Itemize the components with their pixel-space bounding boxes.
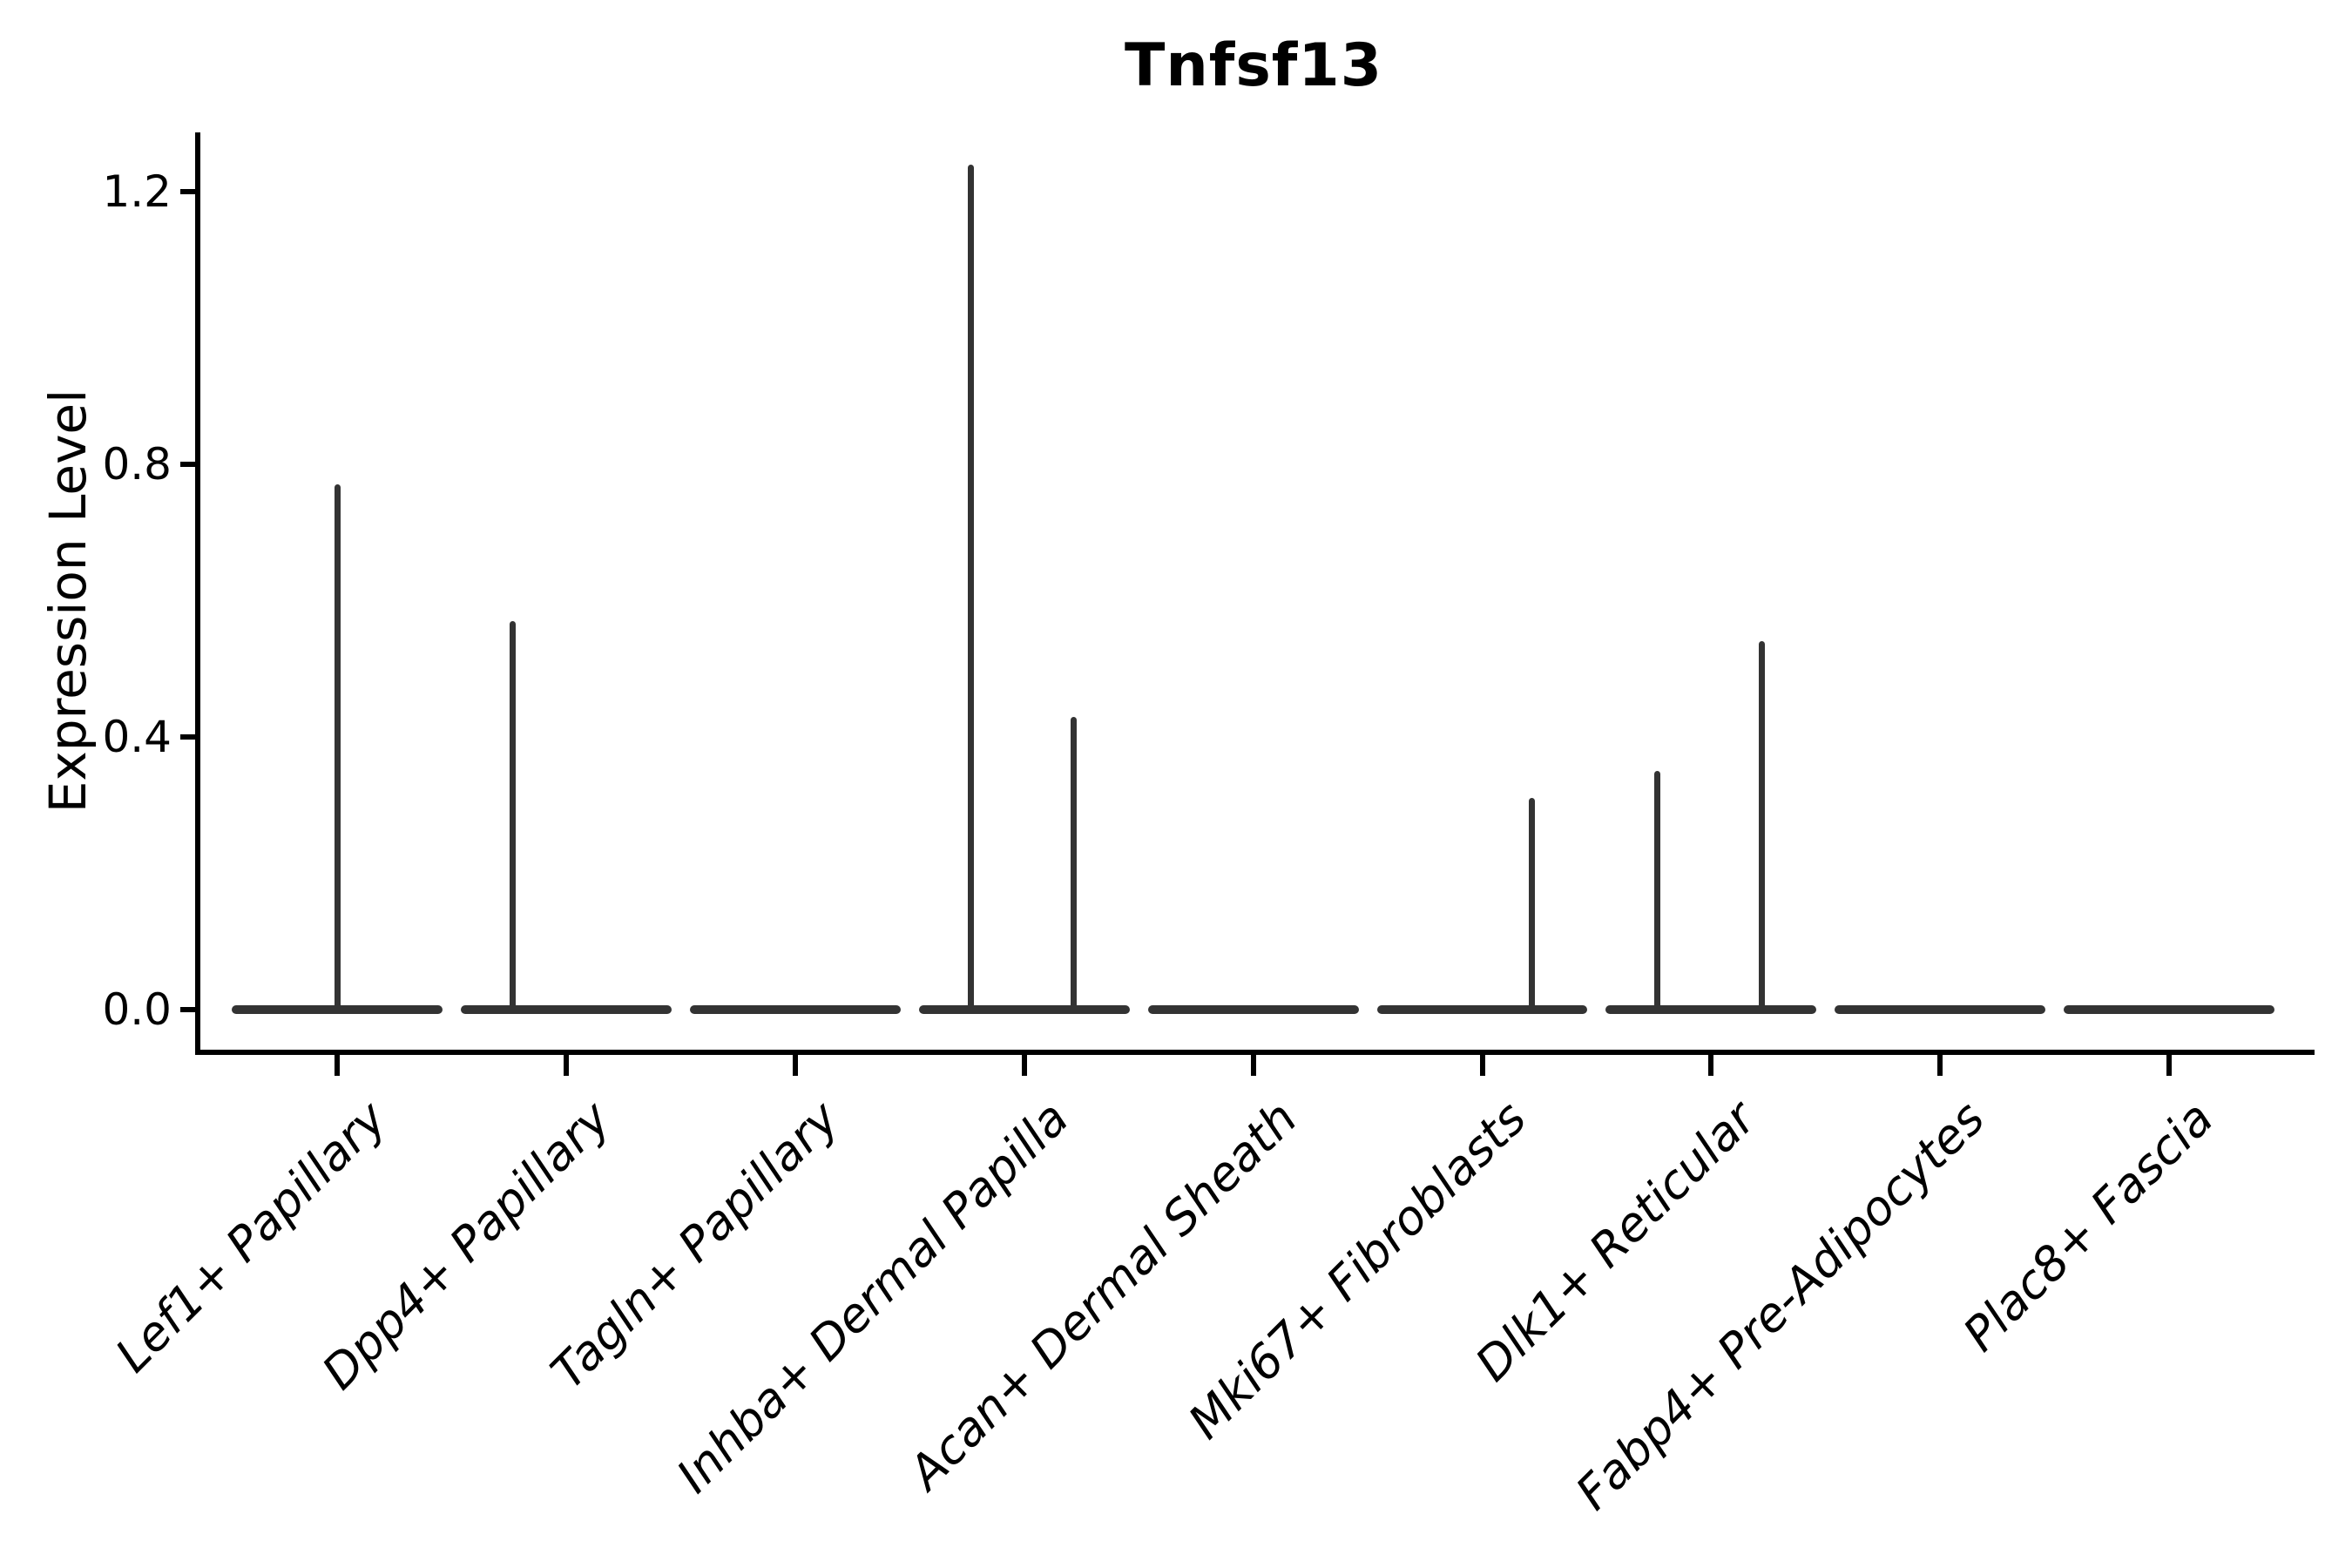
violin-spike bbox=[1759, 641, 1765, 1008]
violin-base bbox=[1376, 1005, 1588, 1014]
violin-base bbox=[232, 1005, 443, 1014]
x-tick-mark bbox=[2166, 1055, 2173, 1076]
x-tick-label: Fabp4+ Pre-Adipocytes bbox=[1565, 1091, 1995, 1521]
violin-base bbox=[1835, 1005, 2046, 1014]
violin-spike bbox=[334, 484, 341, 1008]
violin-base bbox=[1147, 1005, 1359, 1014]
y-tick-label: 0.4 bbox=[102, 712, 172, 762]
x-tick-label-anchor: Plac8+ Fascia bbox=[0, 1091, 2223, 1362]
y-tick-mark bbox=[180, 734, 198, 740]
violin-base bbox=[2064, 1005, 2275, 1014]
x-tick-mark bbox=[1021, 1055, 1027, 1076]
x-tick-mark bbox=[563, 1055, 569, 1076]
x-tick-mark bbox=[792, 1055, 798, 1076]
violin-base bbox=[1605, 1005, 1817, 1014]
y-tick-mark bbox=[180, 1007, 198, 1012]
x-axis-spine bbox=[195, 1050, 2315, 1055]
violin-spike bbox=[509, 620, 516, 1008]
y-axis-spine bbox=[195, 132, 200, 1055]
y-tick-mark bbox=[180, 189, 198, 194]
y-tick-label: 0.0 bbox=[102, 984, 172, 1035]
y-tick-label: 1.2 bbox=[102, 166, 172, 217]
x-tick-mark bbox=[1708, 1055, 1714, 1076]
y-tick-mark bbox=[180, 462, 198, 467]
x-tick-mark bbox=[1250, 1055, 1256, 1076]
x-tick-label: Acan+ Dermal Sheath bbox=[898, 1091, 1308, 1500]
violin-base bbox=[918, 1005, 1130, 1014]
violin-base bbox=[689, 1005, 901, 1014]
violin-spike bbox=[1653, 771, 1660, 1008]
violin-base bbox=[460, 1005, 672, 1014]
violin-spike bbox=[968, 164, 975, 1008]
x-tick-mark bbox=[1479, 1055, 1485, 1076]
x-tick-label: Plac8+ Fascia bbox=[1952, 1091, 2224, 1362]
x-tick-mark bbox=[335, 1055, 340, 1076]
x-tick-label: Inhba+ Dermal Papilla bbox=[666, 1091, 1079, 1504]
violin-spike bbox=[1529, 798, 1536, 1008]
y-tick-label: 0.8 bbox=[102, 439, 172, 490]
chart-title: Tnfsf13 bbox=[1124, 31, 1383, 100]
x-tick-mark bbox=[1937, 1055, 1943, 1076]
violin-spike bbox=[1071, 716, 1078, 1008]
